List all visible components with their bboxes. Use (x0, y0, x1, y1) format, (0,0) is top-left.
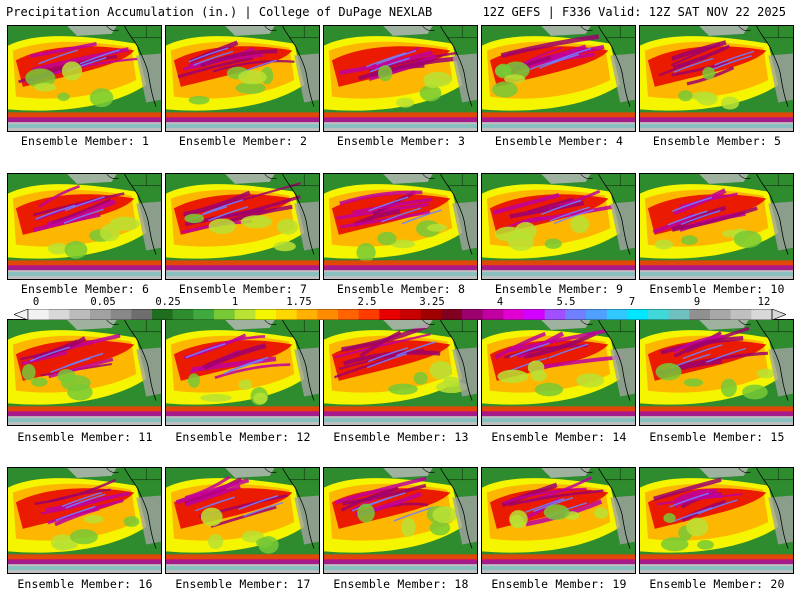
colorbar-cell (730, 309, 752, 320)
colorbar-cell (28, 309, 49, 320)
colorbar-cell (110, 309, 132, 320)
colorbar-cell (317, 309, 339, 320)
colorbar-cell (379, 309, 401, 320)
colorbar-cell (503, 309, 525, 320)
colorbar-cell (482, 309, 504, 320)
ensemble-member-map (481, 319, 636, 426)
colorbar-cell (462, 309, 483, 320)
precip-colorbar (14, 309, 786, 320)
ensemble-member-label: Ensemble Member: 18 (333, 577, 469, 591)
colorbar-cell (710, 309, 731, 320)
ensemble-member-map (323, 25, 478, 132)
colorbar-cell (152, 309, 173, 320)
ensemble-member-label: Ensemble Member: 17 (175, 577, 311, 591)
colorbar-cell (565, 309, 587, 320)
ensemble-member-label: Ensemble Member: 15 (649, 430, 785, 444)
ensemble-member-label: Ensemble Member: 10 (649, 282, 785, 296)
colorbar-max-arrow (771, 309, 786, 320)
ensemble-member-map (639, 467, 794, 574)
ensemble-member-label: Ensemble Member: 4 (494, 134, 624, 148)
colorbar-cell (524, 309, 545, 320)
colorbar-tick-label: 5.5 (556, 296, 576, 308)
colorbar-cell (234, 309, 256, 320)
colorbar-tick-label: 2.5 (357, 296, 377, 308)
ensemble-member-map (7, 173, 162, 280)
ensemble-member-map (481, 467, 636, 574)
ensemble-member-label: Ensemble Member: 5 (652, 134, 782, 148)
colorbar-cell (90, 309, 111, 320)
colorbar-cell (627, 309, 649, 320)
ensemble-member-map (165, 25, 320, 132)
colorbar-tick-label: 1.75 (286, 296, 312, 308)
ensemble-member-map (639, 319, 794, 426)
colorbar-tick-label: 4 (496, 296, 504, 308)
colorbar-cell (131, 309, 153, 320)
ensemble-member-map (481, 25, 636, 132)
colorbar-cell (689, 309, 711, 320)
ensemble-member-map (165, 319, 320, 426)
ensemble-member-map (639, 173, 794, 280)
ensemble-member-map (481, 173, 636, 280)
colorbar-cell (172, 309, 194, 320)
colorbar-tick-label: 1 (231, 296, 239, 308)
ensemble-member-label: Ensemble Member: 8 (336, 282, 466, 296)
colorbar-tick-label: 0.05 (90, 296, 116, 308)
colorbar-cell (48, 309, 70, 320)
colorbar-cell (586, 309, 607, 320)
ensemble-member-map (323, 173, 478, 280)
ensemble-member-label: Ensemble Member: 7 (178, 282, 308, 296)
ensemble-member-label: Ensemble Member: 1 (20, 134, 150, 148)
ensemble-member-label: Ensemble Member: 9 (494, 282, 624, 296)
ensemble-member-label: Ensemble Member: 6 (20, 282, 150, 296)
ensemble-member-map (165, 467, 320, 574)
colorbar-cell (400, 309, 421, 320)
ensemble-member-map (7, 467, 162, 574)
ensemble-member-label: Ensemble Member: 14 (491, 430, 627, 444)
ensemble-member-map (7, 319, 162, 426)
colorbar-tick-label: 9 (693, 296, 701, 308)
colorbar-cell (296, 309, 318, 320)
colorbar-cell (255, 309, 277, 320)
ensemble-member-label: Ensemble Member: 11 (17, 430, 153, 444)
colorbar-cell (668, 309, 690, 320)
colorbar-cell (606, 309, 628, 320)
colorbar-cell (420, 309, 442, 320)
ensemble-member-label: Ensemble Member: 12 (175, 430, 311, 444)
ensemble-member-label: Ensemble Member: 3 (336, 134, 466, 148)
run-valid-time: 12Z GEFS | F336 Valid: 12Z SAT NOV 22 20… (482, 5, 786, 19)
ensemble-member-map (639, 25, 794, 132)
ensemble-member-map (7, 25, 162, 132)
ensemble-member-label: Ensemble Member: 2 (178, 134, 308, 148)
ensemble-member-map (165, 173, 320, 280)
ensemble-member-label: Ensemble Member: 13 (333, 430, 469, 444)
colorbar-cell (193, 309, 215, 320)
colorbar-tick-label: 0.25 (155, 296, 181, 308)
colorbar-cell (751, 309, 773, 320)
colorbar-cell (69, 309, 91, 320)
colorbar-cell (441, 309, 463, 320)
colorbar-cell (338, 309, 359, 320)
colorbar-tick-label: 0 (32, 296, 40, 308)
ensemble-member-map (323, 319, 478, 426)
colorbar-cell (276, 309, 297, 320)
ensemble-member-map (323, 467, 478, 574)
colorbar-min-arrow (14, 309, 29, 320)
colorbar-cell (544, 309, 566, 320)
colorbar-cell (358, 309, 380, 320)
ensemble-member-label: Ensemble Member: 20 (649, 577, 785, 591)
colorbar-tick-label: 7 (628, 296, 636, 308)
colorbar-cell (214, 309, 235, 320)
colorbar-cell (648, 309, 669, 320)
colorbar-tick-label: 12 (757, 296, 771, 308)
ensemble-member-label: Ensemble Member: 19 (491, 577, 627, 591)
map-title: Precipitation Accumulation (in.) | Colle… (6, 5, 433, 19)
colorbar-tick-label: 3.25 (419, 296, 445, 308)
ensemble-member-label: Ensemble Member: 16 (17, 577, 153, 591)
